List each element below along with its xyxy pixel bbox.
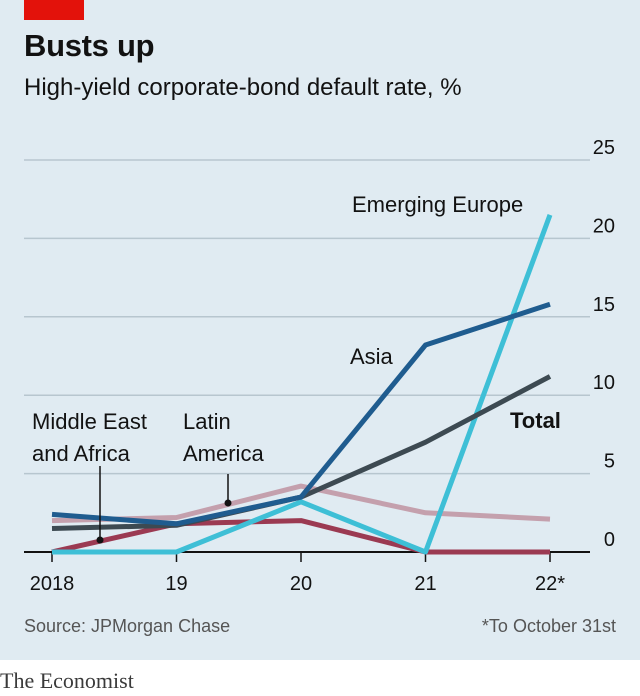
x-tick-label-2018: 2018 — [30, 573, 75, 595]
x-tick-label-2022: 22* — [535, 573, 565, 595]
chart-title: Busts up — [24, 28, 155, 63]
x-axis: 2018 19 20 21 22* — [24, 551, 590, 595]
y-axis-ticks: 0 5 10 15 20 25 — [593, 137, 615, 551]
x-tick-label-2021: 21 — [414, 573, 436, 595]
y-tick-label-15: 15 — [593, 294, 615, 316]
footnote: *To October 31st — [481, 616, 616, 636]
series-lines — [51, 214, 553, 555]
publisher-logo: The Economist — [0, 668, 134, 693]
chart-subtitle: High-yield corporate-bond default rate, … — [24, 74, 462, 101]
line-chart: 0 5 10 15 20 25 2018 19 20 21 22* Latin America Mid… — [24, 137, 615, 595]
series-label-emerging_europe: Emerging Europe — [352, 192, 523, 217]
leader-dot-latin_america — [224, 499, 232, 507]
y-tick-label-25: 25 — [593, 137, 615, 159]
series-line-middle_east_africa — [51, 518, 550, 555]
x-tick-label-2020: 20 — [290, 573, 312, 595]
gridlines — [24, 159, 590, 475]
series-label-total: Total — [510, 408, 561, 433]
series-labels: Latin America Middle East and Africa Emergin… — [32, 192, 561, 544]
y-tick-label-0: 0 — [604, 529, 615, 551]
brand-red-tag — [24, 0, 84, 20]
x-tick-label-2019: 19 — [165, 573, 187, 595]
series-label-asia: Asia — [350, 344, 394, 369]
series-label-latin_america: Latin America — [183, 409, 264, 466]
series-label-middle_east_africa: Middle East and Africa — [32, 409, 147, 466]
series-line-emerging_europe — [52, 214, 553, 555]
y-tick-label-20: 20 — [593, 215, 615, 237]
y-tick-label-10: 10 — [593, 372, 615, 394]
leader-dot-middle_east_africa — [96, 536, 104, 544]
source-note: Source: JPMorgan Chase — [24, 616, 231, 636]
y-tick-label-5: 5 — [604, 451, 615, 473]
series-line-asia — [51, 301, 551, 527]
